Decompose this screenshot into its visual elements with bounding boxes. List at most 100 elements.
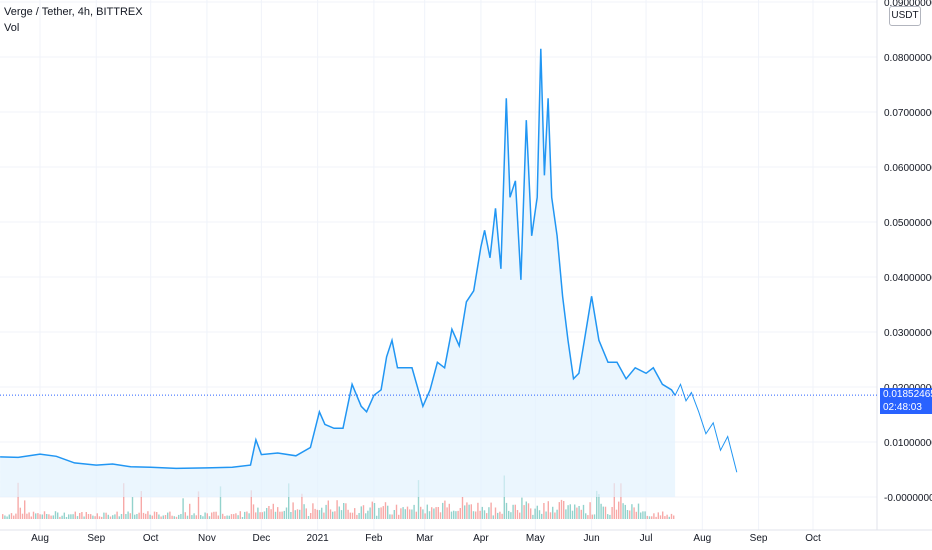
volume-bar (8, 514, 10, 519)
volume-bar (92, 515, 94, 519)
volume-bar (114, 514, 116, 519)
volume-bar (318, 510, 321, 519)
volume-bar (43, 511, 46, 519)
volume-bar (585, 513, 587, 519)
volume-bar (314, 508, 316, 519)
time-tick-label: Aug (31, 533, 49, 544)
volume-bar (57, 512, 59, 519)
volume-bar (257, 507, 259, 519)
volume-bar (591, 514, 593, 519)
volume-bar (123, 483, 125, 519)
time-tick-label: Oct (805, 533, 821, 544)
volume-bar (59, 516, 61, 519)
volume-bar (514, 504, 516, 519)
volume-bar (483, 510, 486, 519)
volume-bar (618, 501, 620, 519)
volume-bar (444, 500, 446, 519)
volume-bar (391, 514, 393, 519)
volume-bar (327, 500, 329, 519)
volume-bar (184, 512, 186, 519)
volume-bar (343, 503, 345, 519)
volume-bar (294, 510, 296, 519)
price-tick-label: 0.09000000 (884, 0, 932, 9)
volume-bar (118, 516, 120, 519)
volume-bar (389, 514, 391, 519)
volume-bar (501, 513, 503, 519)
volume-bar (387, 505, 389, 519)
volume-bar (303, 504, 305, 519)
time-tick-label: Jun (584, 533, 600, 544)
volume-bar (162, 515, 164, 519)
volume-bar (354, 508, 356, 519)
volume-bar (347, 509, 349, 519)
volume-bar (83, 516, 85, 519)
volume-bar (382, 506, 384, 519)
volume-bar (272, 503, 274, 519)
volume-bar (655, 516, 657, 519)
volume-bar (648, 516, 651, 519)
volume-bar (129, 513, 131, 519)
volume-bar (178, 514, 180, 519)
volume-bar (290, 512, 292, 519)
volume-bar (615, 509, 618, 519)
volume-bar (226, 515, 228, 519)
volume-bar (131, 497, 134, 519)
volume-bar (329, 509, 332, 519)
volume-bar (538, 510, 541, 519)
volume-bar (239, 511, 241, 519)
volume-bar (147, 511, 149, 519)
volume-bar (222, 513, 224, 519)
volume-bar (6, 516, 8, 519)
volume-indicator-label[interactable]: Vol (4, 22, 20, 34)
volume-bar (349, 512, 351, 519)
price-area (0, 48, 676, 498)
time-tick-label: Sep (750, 533, 768, 544)
time-tick-label: Aug (693, 533, 711, 544)
volume-bar (668, 516, 670, 519)
volume-bar (543, 503, 545, 519)
price-tick-label: 0.07000000 (884, 108, 932, 119)
volume-bar (415, 511, 417, 519)
volume-bar (413, 504, 415, 519)
volume-bar (186, 515, 189, 519)
volume-bar (527, 503, 530, 519)
volume-bar (362, 505, 365, 519)
volume-bar (356, 514, 358, 519)
volume-bar (576, 507, 578, 519)
volume-bar (378, 507, 380, 519)
volume-bar (653, 513, 655, 519)
volume-bar (4, 515, 6, 519)
time-tick-label: Feb (365, 533, 383, 544)
time-axis[interactable]: Aug Sep Oct Nov Dec 2021 Feb Mar Apr May Jun Jul Aug… (31, 533, 821, 544)
currency-button[interactable]: USDT (889, 6, 921, 26)
price-tick-label: 0.06000000 (884, 163, 932, 174)
symbol-title[interactable]: Verge / Tether, 4h, BITTREX (4, 6, 143, 18)
price-axis[interactable]: 0.09000000 0.08000000 0.07000000 0.06000000… (884, 0, 932, 504)
volume-bar (439, 512, 442, 519)
volume-bar (109, 516, 112, 519)
volume-bar (400, 508, 402, 519)
volume-bar (35, 513, 37, 519)
volume-bar (442, 502, 444, 519)
volume-bar (481, 506, 483, 519)
volume-bar (26, 513, 28, 519)
volume-bar (453, 510, 455, 519)
time-tick-label: Mar (416, 533, 434, 544)
volume-bar (340, 510, 343, 519)
volume-bar (310, 513, 312, 519)
volume-bar (200, 515, 202, 519)
volume-bar (74, 511, 76, 519)
volume-bar (450, 511, 453, 519)
volume-bar (39, 514, 41, 519)
time-tick-label: 2021 (307, 533, 330, 544)
volume-bar (299, 509, 301, 519)
volume-bar (266, 508, 268, 519)
volume-bar (532, 514, 534, 519)
volume-bar (136, 514, 138, 519)
volume-bar (191, 515, 193, 519)
volume-bar (120, 514, 123, 519)
volume-bar (332, 511, 334, 519)
volume-bar (101, 516, 103, 519)
volume-bar (503, 475, 505, 519)
